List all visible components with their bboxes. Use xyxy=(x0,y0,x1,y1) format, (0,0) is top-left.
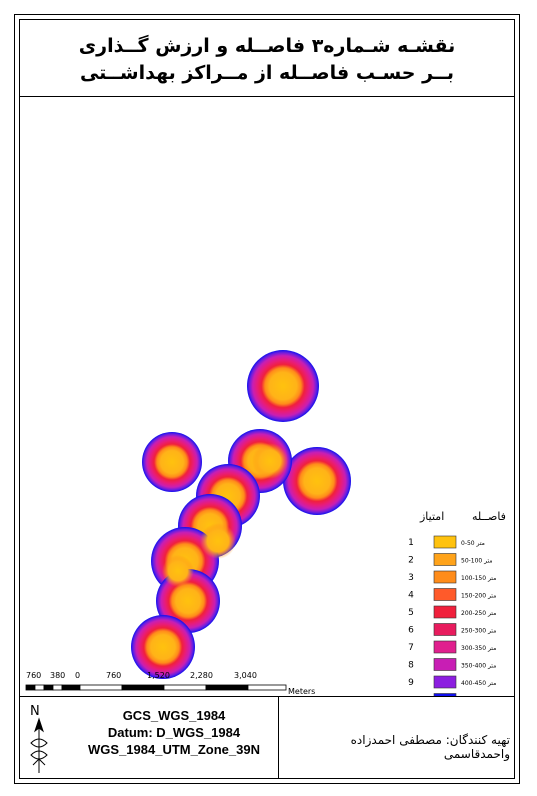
legend-header-distance: فاصــله xyxy=(472,510,506,523)
north-arrow-icon xyxy=(30,717,48,773)
buffer-zone-core xyxy=(252,443,288,479)
scale-label: 0 xyxy=(75,671,80,680)
projection-line-2: Datum: D_WGS_1984 xyxy=(107,725,241,740)
scale-label: 760 xyxy=(106,671,121,680)
map-frame: فاصــله امتیاز 1 0-50 متر 2 50-100 متر 3 100-… xyxy=(20,96,514,706)
scale-segment xyxy=(79,684,123,691)
legend-range: 100-150 متر xyxy=(461,575,496,582)
legend-row: 3 100-150 متر xyxy=(408,570,496,584)
scale-segment xyxy=(34,684,45,691)
legend-range: 200-250 متر xyxy=(461,610,496,617)
map-footer: N GCS_WGS_1984 Datum: D_WGS_1984 WGS_198… xyxy=(20,697,514,778)
legend-swatch xyxy=(433,623,457,636)
legend-row: 6 250-300 متر xyxy=(408,623,496,636)
legend-header-score: امتیاز xyxy=(419,510,444,523)
legend-score: 10 xyxy=(405,696,417,697)
buffer-zone-core xyxy=(162,555,194,587)
legend-row: 7 300-350 متر xyxy=(408,640,496,654)
legend-score: 9 xyxy=(408,678,414,688)
legend-score: 2 xyxy=(408,556,414,566)
legend-swatch xyxy=(433,605,457,619)
buffer-zone xyxy=(131,615,195,679)
scale-segment xyxy=(247,684,287,691)
legend-row: 5 200-250 متر xyxy=(408,605,496,619)
legend-swatch xyxy=(433,658,457,671)
title-line-1: نقشـه شـماره۳ فاصــله و ارزش گــذاری xyxy=(78,35,456,57)
scale-label: 1,520 xyxy=(147,671,170,680)
north-label: N xyxy=(30,704,40,719)
legend-score: 5 xyxy=(408,608,414,618)
scale-label: 3,040 xyxy=(234,671,257,680)
footer-divider xyxy=(278,697,279,778)
legend-range: 0-50 متر xyxy=(461,540,485,547)
legend-swatch xyxy=(433,693,457,706)
legend-score: 4 xyxy=(408,591,414,601)
legend-row: 9 400-450 متر xyxy=(408,675,496,689)
map-title: نقشـه شـماره۳ فاصــله و ارزش گــذاری بــ… xyxy=(20,20,514,97)
legend-range: 150-200 متر xyxy=(461,593,496,600)
scale-segment xyxy=(205,684,249,691)
north-arrow: N xyxy=(26,703,54,778)
legend-row: 10450-500 متر xyxy=(405,693,496,706)
legend-swatch xyxy=(433,535,457,549)
legend-swatch xyxy=(433,570,457,584)
legend: فاصــله امتیاز 1 0-50 متر 2 50-100 متر 3 100-… xyxy=(405,510,506,706)
legend-range: 400-450 متر xyxy=(461,680,496,687)
legend-row: 4 150-200 متر xyxy=(408,588,496,601)
scale-segment xyxy=(163,684,207,691)
legend-range: 350-400 متر xyxy=(461,663,496,670)
legend-row: 1 0-50 متر xyxy=(408,535,485,549)
legend-row: 2 50-100 متر xyxy=(408,553,493,566)
legend-score: 7 xyxy=(408,643,414,653)
map-layout-frame: نقشـه شـماره۳ فاصــله و ارزش گــذاری بــ… xyxy=(14,14,520,784)
legend-range: 50-100 متر xyxy=(461,558,493,565)
scale-segment xyxy=(25,684,36,691)
legend-swatch xyxy=(433,553,457,566)
scale-label: 760 xyxy=(26,671,41,680)
scale-label: 380 xyxy=(50,671,65,680)
buffer-zone-core xyxy=(200,523,236,559)
buffer-zone xyxy=(247,350,319,422)
legend-swatch xyxy=(433,640,457,654)
scale-unit-label: Meters xyxy=(288,687,315,696)
legend-swatch xyxy=(433,675,457,689)
scale-segment xyxy=(43,684,54,691)
scale-segment xyxy=(121,684,165,691)
legend-swatch xyxy=(433,588,457,601)
map-layout-inner-frame: نقشـه شـماره۳ فاصــله و ارزش گــذاری بــ… xyxy=(19,19,515,779)
legend-range: 250-300 متر xyxy=(461,628,496,635)
title-line-2: بــر حسـب فاصــله از مــراکز بهداشــتی xyxy=(79,62,455,84)
projection-info: GCS_WGS_1984 Datum: D_WGS_1984 WGS_1984_… xyxy=(64,707,284,758)
legend-range: 300-350 متر xyxy=(461,645,496,652)
scale-bar: 760 380 0 760 1,520 2,280 3,040 Meters xyxy=(25,671,315,696)
legend-score: 3 xyxy=(408,573,414,583)
scale-segment xyxy=(52,684,63,691)
projection-line-1: GCS_WGS_1984 xyxy=(122,708,226,723)
legend-score: 8 xyxy=(408,661,414,671)
map-canvas: فاصــله امتیاز 1 0-50 متر 2 50-100 متر 3 100-… xyxy=(25,350,506,706)
legend-score: 6 xyxy=(408,626,414,636)
legend-row: 8 350-400 متر xyxy=(408,658,496,671)
buffer-zone xyxy=(283,447,351,515)
buffer-zone xyxy=(142,432,202,492)
buffer-zones xyxy=(131,350,351,679)
author-credit: تهیه کنندگان: مصطفی احمدزاده واحمدقاسمی xyxy=(350,733,510,761)
scale-segment xyxy=(61,684,81,691)
scale-label: 2,280 xyxy=(190,671,213,680)
projection-line-3: WGS_1984_UTM_Zone_39N xyxy=(88,742,260,757)
legend-score: 1 xyxy=(408,538,414,548)
